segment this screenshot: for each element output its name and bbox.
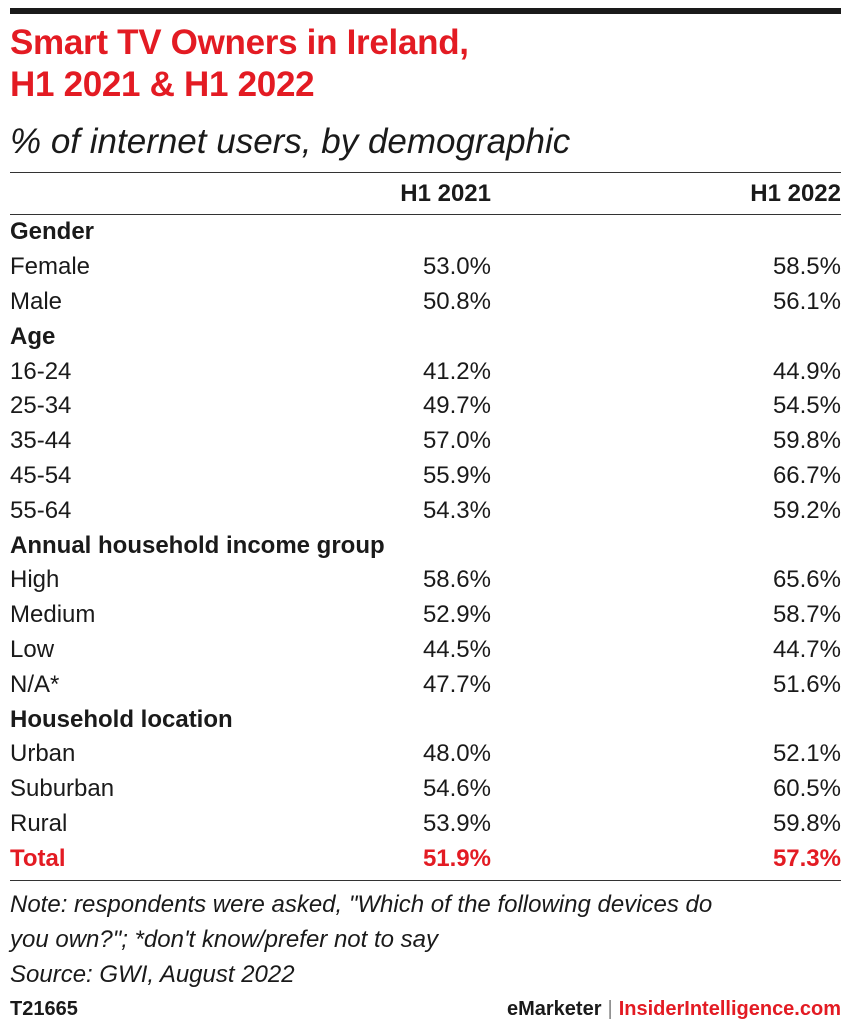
value-h1-2022: 44.7% — [772, 635, 841, 663]
table-body: Gender Female 53.0% 58.5% Male 50.8% 56.1% Age 1… — [10, 215, 841, 876]
value-h1-2022: 59.8% — [772, 427, 841, 455]
value-h1-2022: 66.7% — [772, 461, 841, 489]
table-row: 16-24 41.2% 44.9% — [10, 354, 841, 389]
header-h1-2022: H1 2022 — [750, 179, 841, 207]
table-row: 35-44 57.0% 59.8% — [10, 424, 841, 459]
value-h1-2021: 53.9% — [422, 809, 491, 837]
chart-title: Smart TV Owners in Ireland, H1 2021 & H1… — [10, 22, 841, 106]
value-h1-2022: 58.5% — [772, 253, 841, 281]
value-h1-2021: 50.8% — [422, 287, 491, 315]
source-line: Source: GWI, August 2022 — [10, 961, 295, 988]
row-label: High — [10, 566, 60, 594]
row-label: Age — [10, 322, 56, 350]
row-label: Annual household income group — [10, 531, 385, 559]
note-line-1: Note: respondents were asked, "Which of … — [10, 891, 713, 918]
brand-emarketer: eMarketer — [506, 998, 602, 1020]
row-label: Gender — [10, 218, 95, 246]
table-row: Medium 52.9% 58.7% — [10, 598, 841, 633]
row-label: Household location — [10, 705, 233, 733]
value-h1-2021: 47.7% — [422, 670, 491, 698]
top-rule — [10, 8, 841, 14]
table-row: Rural 53.9% 59.8% — [10, 807, 841, 842]
value-h1-2021: 58.6% — [422, 566, 491, 594]
value-h1-2021: 57.0% — [422, 427, 491, 455]
row-label: 45-54 — [10, 461, 72, 489]
table-row: Suburban 54.6% 60.5% — [10, 772, 841, 807]
brand-insider-intelligence: InsiderIntelligence.com — [618, 998, 841, 1020]
note-line-2: you own?"; *don't know/prefer not to say — [10, 926, 439, 953]
table-row: High 58.6% 65.6% — [10, 563, 841, 598]
value-h1-2021: 48.0% — [422, 740, 491, 768]
data-table: H1 2021 H1 2022 Gender Female 53.0% 58.5% Ma… — [10, 172, 841, 876]
row-label: 16-24 — [10, 357, 72, 385]
table-header-row: H1 2021 H1 2022 — [10, 173, 841, 215]
table-row: Male 50.8% 56.1% — [10, 285, 841, 320]
value-h1-2022: 51.6% — [772, 670, 841, 698]
value-h1-2021: 52.9% — [422, 601, 491, 629]
value-h1-2022: 58.7% — [772, 601, 841, 629]
table-row: 55-64 54.3% 59.2% — [10, 493, 841, 528]
chart-id: T21665 — [10, 998, 78, 1020]
value-h1-2021: 49.7% — [422, 392, 491, 420]
section-header-row: Annual household income group — [10, 528, 841, 563]
title-line-2: H1 2021 & H1 2022 — [10, 65, 315, 104]
brand-credit: eMarketer | InsiderIntelligence.com — [507, 994, 841, 1024]
value-h1-2022: 59.8% — [772, 809, 841, 837]
value-h1-2022: 52.1% — [772, 740, 841, 768]
footer: T21665 eMarketer | InsiderIntelligence.com — [10, 994, 841, 1024]
value-h1-2021: 41.2% — [422, 357, 491, 385]
row-label: Female — [10, 253, 91, 281]
row-label: Total — [10, 844, 66, 872]
table-row: 45-54 55.9% 66.7% — [10, 459, 841, 494]
table-row: N/A* 47.7% 51.6% — [10, 667, 841, 702]
value-h1-2021: 54.3% — [422, 496, 491, 524]
table-row: Low 44.5% 44.7% — [10, 633, 841, 668]
brand-separator: | — [607, 998, 613, 1020]
row-label: 55-64 — [10, 496, 72, 524]
row-label: Rural — [10, 809, 68, 837]
header-h1-2021: H1 2021 — [400, 179, 491, 207]
row-label: 25-34 — [10, 392, 72, 420]
value-h1-2022: 57.3% — [772, 844, 841, 872]
section-header-row: Gender — [10, 215, 841, 250]
value-h1-2022: 54.5% — [772, 392, 841, 420]
value-h1-2022: 60.5% — [772, 775, 841, 803]
value-h1-2022: 59.2% — [772, 496, 841, 524]
value-h1-2021: 44.5% — [422, 635, 491, 663]
row-label: Medium — [10, 601, 96, 629]
table-row: 25-34 49.7% 54.5% — [10, 389, 841, 424]
value-h1-2021: 53.0% — [422, 253, 491, 281]
value-h1-2021: 54.6% — [422, 775, 491, 803]
row-label: Low — [10, 635, 55, 663]
section-header-row: Household location — [10, 702, 841, 737]
table-row: Urban 48.0% 52.1% — [10, 737, 841, 772]
row-label: Male — [10, 287, 63, 315]
value-h1-2022: 65.6% — [772, 566, 841, 594]
row-label: Urban — [10, 740, 76, 768]
table-row: Female 53.0% 58.5% — [10, 250, 841, 285]
value-h1-2021: 55.9% — [422, 461, 491, 489]
row-label: N/A* — [10, 670, 60, 698]
title-line-1: Smart TV Owners in Ireland, — [10, 23, 469, 62]
value-h1-2022: 56.1% — [772, 287, 841, 315]
chart-subtitle: % of internet users, by demographic — [10, 122, 571, 161]
section-header-row: Age — [10, 319, 841, 354]
row-label: Suburban — [10, 775, 115, 803]
value-h1-2022: 44.9% — [772, 357, 841, 385]
notes-block: Note: respondents were asked, "Which of … — [10, 880, 841, 992]
row-label: 35-44 — [10, 427, 72, 455]
value-h1-2021: 51.9% — [422, 844, 491, 872]
total-row: Total 51.9% 57.3% — [10, 841, 841, 876]
